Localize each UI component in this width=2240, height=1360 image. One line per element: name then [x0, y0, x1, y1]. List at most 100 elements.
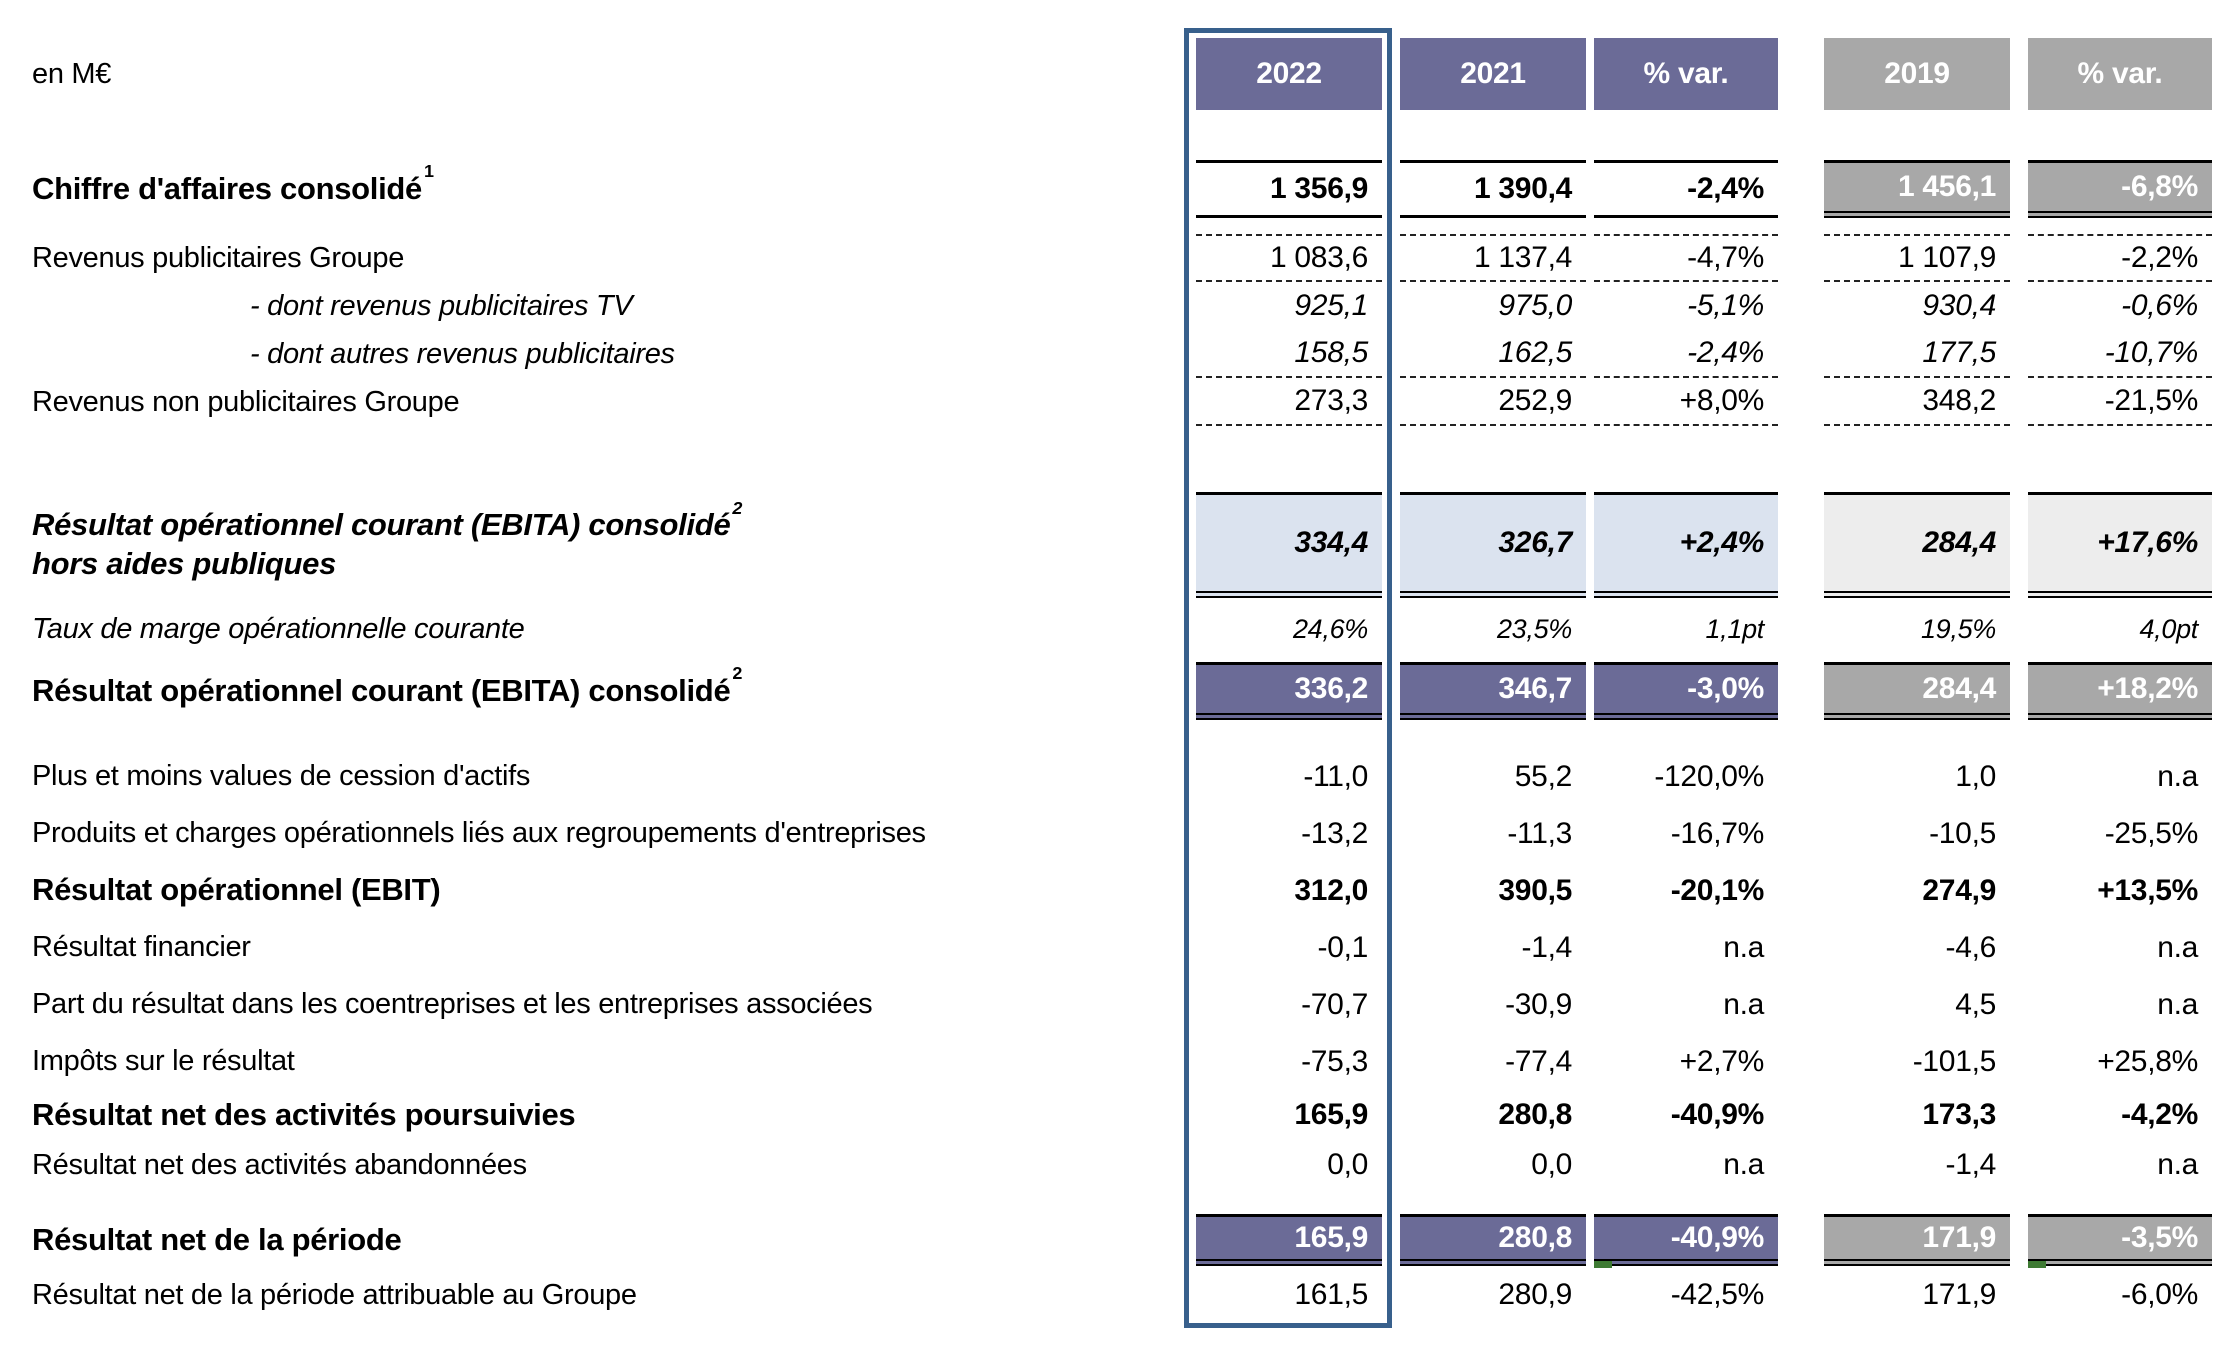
- row-revenus-publicitaires: Revenus publicitaires Groupe 1 083,6 1 1…: [0, 234, 2240, 282]
- value-2019: 173,3: [1922, 1098, 1996, 1131]
- value-2021: 252,9: [1400, 378, 1586, 426]
- col-header-2021: 2021: [1400, 38, 1586, 110]
- value-2021: -1,4: [1521, 930, 1573, 964]
- value-2022: 336,2: [1196, 662, 1382, 720]
- footnote-1: 1: [424, 161, 434, 182]
- row-ebit: Résultat opérationnel (EBIT) 312,0 390,5…: [0, 862, 2240, 919]
- row-resultat-net-periode: Résultat net de la période 165,9 280,8 -…: [0, 1214, 2240, 1268]
- row-label: Plus et moins values de cession d'actifs: [32, 760, 531, 793]
- green-flag-marker: [2028, 1261, 2046, 1268]
- value-2022: 158,5: [1196, 330, 1382, 378]
- row-label: - dont autres revenus publicitaires: [250, 337, 675, 370]
- value-var-2021: -40,9%: [1670, 1098, 1765, 1131]
- table-header-row: en M€ 2022 2021 % var. 2019 % var.: [0, 38, 2240, 110]
- col-header-2019: 2019: [1824, 38, 2010, 110]
- row-label: Résultat net de la période: [32, 1221, 402, 1257]
- value-var-2019: -3,5%: [2028, 1214, 2212, 1268]
- value-var-2019: -25,5%: [2104, 816, 2199, 850]
- unit-label: en M€: [32, 57, 112, 90]
- value-2022: -70,7: [1301, 987, 1368, 1021]
- value-var-2019: +17,6%: [2028, 492, 2212, 598]
- value-var-2021: 1,1pt: [1705, 613, 1764, 644]
- row-resultat-financier: Résultat financier -0,1 -1,4 n.a -4,6 n.…: [0, 919, 2240, 976]
- value-2022: -75,3: [1301, 1044, 1368, 1078]
- value-2019: 284,4: [1824, 492, 2010, 598]
- value-2019: 1 456,1: [1824, 160, 2010, 218]
- value-var-2021: -5,1%: [1687, 289, 1764, 322]
- value-var-2019: -0,6%: [2121, 289, 2198, 322]
- footnote-2: 2: [732, 498, 743, 519]
- value-2019: 1,0: [1955, 759, 1996, 793]
- row-label: Revenus publicitaires Groupe: [32, 241, 405, 274]
- value-2022: 24,6%: [1292, 613, 1368, 644]
- row-label: Résultat net de la période attribuable a…: [32, 1278, 637, 1311]
- value-var-2019: 4,0pt: [2139, 613, 2198, 644]
- value-2019: -10,5: [1929, 816, 1996, 850]
- row-produits-charges: Produits et charges opérationnels liés a…: [0, 805, 2240, 862]
- value-var-2021: n.a: [1723, 987, 1764, 1021]
- value-2022: 312,0: [1294, 873, 1368, 907]
- value-var-2021: +2,7%: [1679, 1044, 1765, 1078]
- value-var-2019: -4,2%: [2121, 1098, 2198, 1131]
- row-label: Revenus non publicitaires Groupe: [32, 385, 460, 418]
- value-2022: 0,0: [1327, 1148, 1368, 1181]
- value-2019: -4,6: [1945, 930, 1997, 964]
- value-2022: 1 083,6: [1196, 234, 1382, 282]
- row-taux-marge: Taux de marge opérationnelle courante 24…: [0, 598, 2240, 660]
- value-2019: 348,2: [1824, 378, 2010, 426]
- value-2021: 1 137,4: [1400, 234, 1586, 282]
- value-var-2019: +25,8%: [2097, 1044, 2198, 1078]
- value-var-2019: -2,2%: [2028, 234, 2212, 282]
- value-var-2021: +2,4%: [1594, 492, 1778, 598]
- value-var-2021: -3,0%: [1594, 662, 1778, 720]
- value-2021: -11,3: [1507, 816, 1572, 850]
- row-ebita-consolide: Résultat opérationnel courant (EBITA) co…: [0, 662, 2240, 720]
- value-var-2021: +8,0%: [1594, 378, 1778, 426]
- value-2021: 280,9: [1498, 1278, 1572, 1311]
- row-label: Résultat opérationnel courant (EBITA) co…: [32, 498, 743, 581]
- row-label: Produits et charges opérationnels liés a…: [32, 817, 926, 850]
- row-label: Résultat net des activités abandonnées: [32, 1148, 527, 1181]
- row-label: Résultat net des activités poursuivies: [32, 1096, 576, 1132]
- row-ebita-hors-aides: Résultat opérationnel courant (EBITA) co…: [0, 492, 2240, 598]
- value-var-2019: n.a: [2157, 987, 2198, 1021]
- value-2021: -77,4: [1505, 1044, 1572, 1078]
- value-2021: 346,7: [1400, 662, 1586, 720]
- value-2019: -1,4: [1945, 1148, 1997, 1181]
- col-header-2022: 2022: [1196, 38, 1382, 110]
- value-2021: 975,0: [1498, 289, 1572, 322]
- value-2022: 925,1: [1294, 289, 1368, 322]
- row-chiffre-affaires: Chiffre d'affaires consolidé 1 1 356,9 1 …: [0, 160, 2240, 218]
- value-2019: 930,4: [1922, 289, 1996, 322]
- value-2021: 23,5%: [1496, 613, 1572, 644]
- value-var-2021: -2,4%: [1594, 330, 1778, 378]
- value-var-2019: +18,2%: [2028, 662, 2212, 720]
- row-dont-autres-revenus: - dont autres revenus publicitaires 158,…: [0, 330, 2240, 378]
- value-2019: 19,5%: [1920, 613, 1996, 644]
- value-var-2019: -6,0%: [2121, 1278, 2198, 1311]
- value-2021: 326,7: [1400, 492, 1586, 598]
- green-flag-marker: [1594, 1261, 1612, 1268]
- footnote-2: 2: [732, 663, 743, 684]
- value-var-2019: +13,5%: [2097, 873, 2198, 907]
- value-var-2021: -120,0%: [1654, 759, 1764, 793]
- value-2021: 1 390,4: [1400, 160, 1586, 218]
- col-header-var-2021: % var.: [1594, 38, 1778, 110]
- value-2021: 162,5: [1400, 330, 1586, 378]
- row-resultat-net-poursuivies: Résultat net des activités poursuivies 1…: [0, 1090, 2240, 1140]
- row-revenus-non-publicitaires: Revenus non publicitaires Groupe 273,3 2…: [0, 378, 2240, 426]
- value-2022: 1 356,9: [1196, 160, 1382, 218]
- row-impots: Impôts sur le résultat -75,3 -77,4 +2,7%…: [0, 1033, 2240, 1090]
- value-var-2019: n.a: [2157, 1148, 2198, 1181]
- value-2021: -30,9: [1505, 987, 1572, 1021]
- value-2021: 390,5: [1498, 873, 1572, 907]
- value-2019: 274,9: [1922, 873, 1996, 907]
- row-dont-revenus-tv: - dont revenus publicitaires TV 925,1 97…: [0, 282, 2240, 330]
- col-header-var-2019: % var.: [2028, 38, 2212, 110]
- row-label: Impôts sur le résultat: [32, 1045, 295, 1078]
- value-var-2019: -6,8%: [2028, 160, 2212, 218]
- value-2019: 4,5: [1955, 987, 1996, 1021]
- row-label: Résultat opérationnel courant (EBITA) co…: [32, 663, 743, 708]
- value-var-2021: -20,1%: [1670, 873, 1765, 907]
